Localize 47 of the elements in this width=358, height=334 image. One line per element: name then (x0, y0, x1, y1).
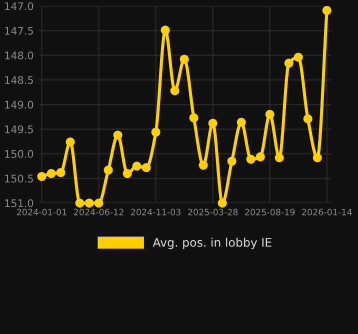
point (180, 54, 189, 64)
point (113, 130, 122, 140)
y-tick-label: 147.5 (5, 27, 33, 35)
x-tick-label: 2025-03-28 (188, 208, 238, 216)
point (265, 110, 274, 119)
point (274, 153, 284, 162)
point (66, 137, 75, 146)
point (312, 153, 322, 162)
point (189, 113, 198, 122)
y-tick-label: 150.0 (5, 150, 34, 158)
y-tick-label: 148.5 (5, 76, 33, 84)
point (46, 169, 56, 178)
point (84, 198, 94, 208)
point (256, 152, 265, 162)
x-tick-label: 2025-08-19 (245, 208, 295, 216)
y-tick-label: 149.0 (5, 100, 34, 109)
point (198, 160, 208, 170)
y-tick-label: 150.5 (5, 174, 33, 183)
x-tick-label: 2026-01-14 (302, 208, 352, 216)
point (322, 6, 332, 15)
y-tick-label: 147.0 (5, 2, 34, 10)
point (246, 154, 256, 164)
point (142, 163, 151, 172)
x-tick-label: 2024-11-03 (131, 208, 181, 216)
point (218, 198, 227, 208)
point (151, 128, 160, 137)
point (227, 156, 236, 166)
y-tick-label: 148.0 (5, 52, 34, 60)
point (208, 118, 218, 128)
point (303, 114, 312, 124)
point (56, 168, 66, 178)
point (160, 26, 170, 35)
point (94, 198, 104, 208)
legend-label: Avg. pos. in lobby IE (152, 238, 272, 250)
y-tick-label: 149.5 (5, 125, 33, 134)
point (132, 162, 142, 171)
point (75, 198, 84, 208)
x-tick-label: 2024-01-01 (16, 208, 66, 216)
point (37, 172, 46, 181)
point (236, 118, 246, 127)
point (284, 58, 294, 68)
y-tick-label: 151.0 (5, 199, 34, 208)
point (294, 52, 303, 62)
x-tick-label: 2024-06-12 (74, 208, 124, 216)
point (122, 169, 132, 178)
point (170, 86, 180, 96)
point (104, 166, 113, 175)
